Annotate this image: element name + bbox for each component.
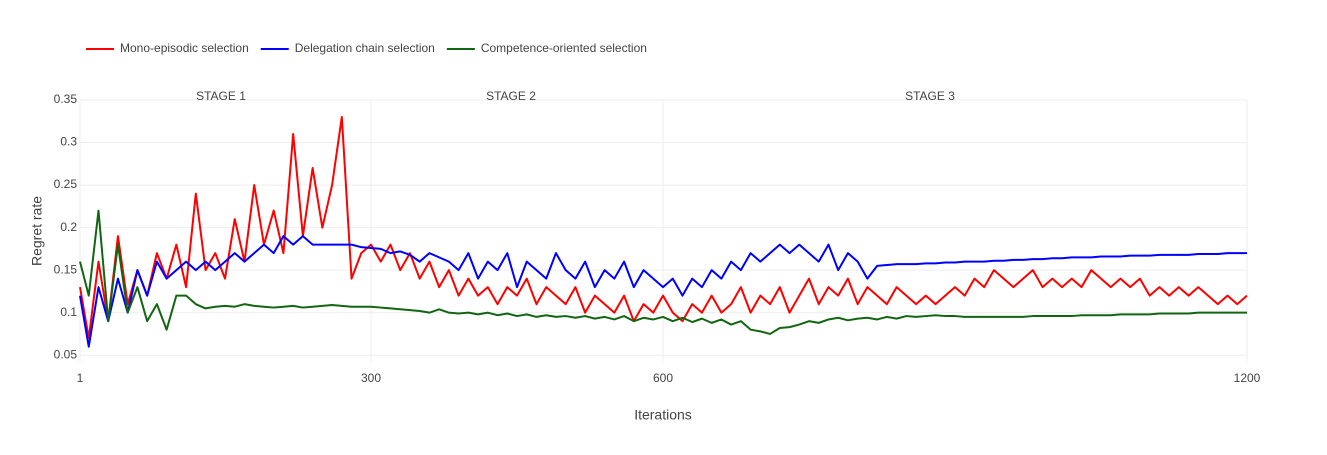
series-line (79, 116, 1248, 340)
x-tick-label: 300 (361, 371, 381, 385)
x-tick-label: 600 (653, 371, 673, 385)
y-tick-label: 0.15 (54, 262, 78, 276)
stage-label: STAGE 1 (196, 89, 246, 103)
x-tick-label: 1200 (1234, 371, 1261, 385)
y-tick-label: 0.3 (60, 135, 77, 149)
stage-label: STAGE 2 (486, 89, 536, 103)
y-axis-title: Regret rate (29, 196, 45, 266)
legend-label: Delegation chain selection (295, 41, 435, 55)
y-tick-label: 0.25 (54, 177, 78, 191)
x-axis-title: Iterations (634, 407, 692, 423)
y-tick-label: 0.35 (54, 92, 78, 106)
series-line (79, 235, 1247, 348)
stage-label: STAGE 3 (905, 89, 955, 103)
series-line (79, 209, 1247, 335)
y-tick-label: 0.1 (60, 305, 77, 319)
legend-label: Mono-episodic selection (120, 41, 249, 55)
y-tick-label: 0.2 (60, 220, 77, 234)
x-tick-label: 1 (77, 371, 84, 385)
legend-label: Competence-oriented selection (481, 41, 647, 55)
y-tick-label: 0.05 (54, 347, 78, 361)
